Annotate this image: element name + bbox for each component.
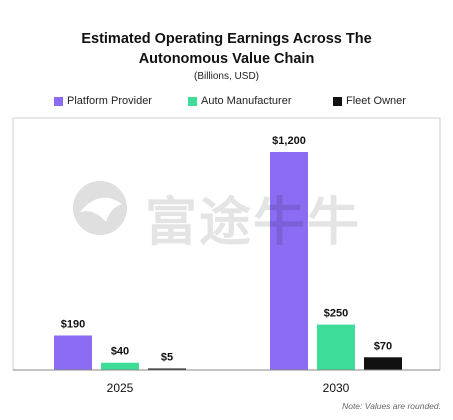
data-label-auto-manufacturer-2025: $40 (111, 346, 129, 358)
legend-label-fleet-owner: Fleet Owner (346, 95, 406, 107)
bar-fleet-owner-2030 (364, 357, 402, 370)
data-label-auto-manufacturer-2030: $250 (324, 308, 348, 320)
legend-swatch-auto-manufacturer (188, 96, 197, 106)
footnote: Note: Values are rounded. (342, 401, 441, 411)
chart-title-line-1: Estimated Operating Earnings Across The (81, 31, 372, 47)
watermark-text: 富途牛牛 (145, 193, 362, 253)
legend-swatch-platform-provider (54, 96, 63, 106)
legend-item-fleet-owner: Fleet Owner (333, 95, 406, 107)
legend-swatch-fleet-owner (333, 96, 342, 106)
bar-fleet-owner-2025 (148, 368, 186, 370)
legend-label-platform-provider: Platform Provider (67, 95, 152, 107)
bar-auto-manufacturer-2030 (317, 324, 355, 370)
bar-platform-provider-2030 (270, 152, 308, 370)
watermark-logo-icon (73, 181, 127, 235)
data-label-platform-provider-2025: $190 (61, 318, 85, 330)
legend-item-platform-provider: Platform Provider (54, 95, 152, 107)
data-label-fleet-owner-2030: $70 (374, 340, 392, 352)
bars-group: $190 $40 $5 $1,200 $250 $70 (54, 135, 402, 370)
legend-item-auto-manufacturer: Auto Manufacturer (188, 95, 292, 107)
bar-platform-provider-2025 (54, 335, 92, 370)
chart-subtitle: (Billions, USD) (193, 71, 259, 82)
x-tick-label-2030: 2030 (323, 381, 350, 395)
bar-auto-manufacturer-2025 (101, 362, 139, 370)
x-tick-label-2025: 2025 (107, 381, 134, 395)
legend: Platform Provider Auto Manufacturer Flee… (0, 95, 453, 111)
chart-title-line-2: Autonomous Value Chain (138, 51, 315, 67)
data-label-platform-provider-2030: $1,200 (272, 135, 306, 147)
legend-label-auto-manufacturer: Auto Manufacturer (201, 95, 292, 107)
data-label-fleet-owner-2025: $5 (161, 352, 173, 364)
